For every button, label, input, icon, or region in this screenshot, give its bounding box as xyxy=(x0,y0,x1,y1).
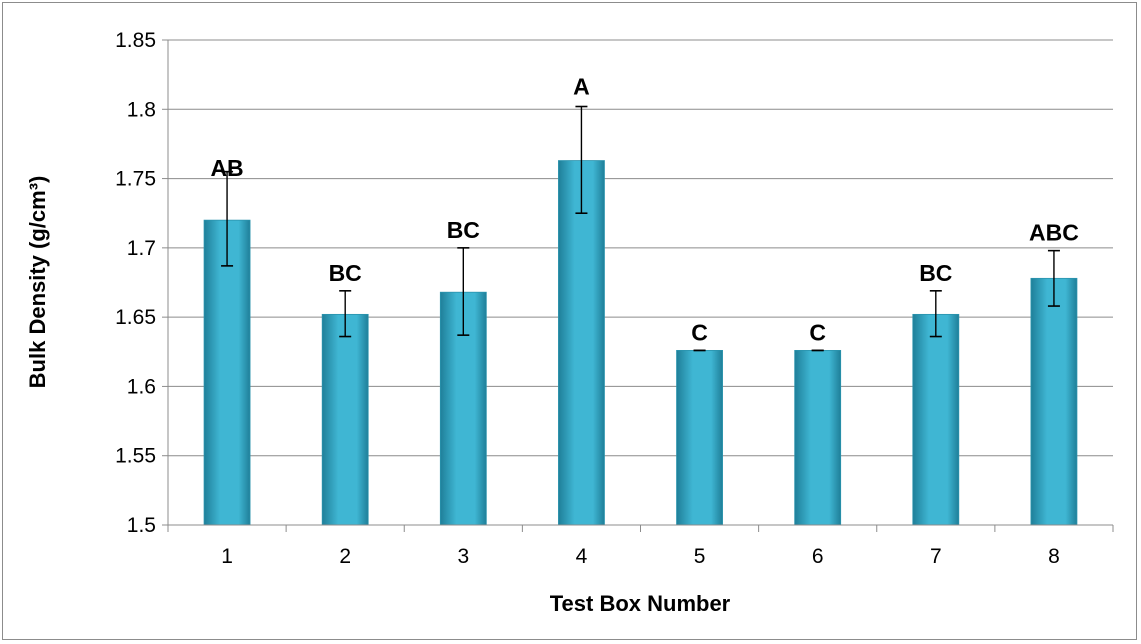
grid-lines xyxy=(168,39,1113,457)
significance-label: A xyxy=(573,74,590,100)
bar xyxy=(912,313,960,526)
y-tick-label: 1.75 xyxy=(115,168,156,191)
bar xyxy=(321,313,369,526)
significance-label: BC xyxy=(919,260,952,286)
significance-label: AB xyxy=(210,155,243,181)
y-axis-title: Bulk Density (g/cm³) xyxy=(25,176,50,389)
significance-label: C xyxy=(809,319,826,345)
y-tick-label: 1.5 xyxy=(127,514,156,537)
x-tick-label: 3 xyxy=(457,545,469,568)
y-tick-label: 1.85 xyxy=(115,29,156,52)
labels: 1.5 1.55 1.6 1.65 1.7 1.75 1.8 1.85 1 AB 2 BC 3 BC 4 A 5… xyxy=(115,29,1079,568)
y-tick-label: 1.6 xyxy=(127,375,156,398)
x-tick-label: 1 xyxy=(221,545,233,568)
x-tick-label: 8 xyxy=(1048,545,1060,568)
significance-label: ABC xyxy=(1029,220,1079,246)
x-tick-label: 7 xyxy=(930,545,942,568)
axes xyxy=(162,39,1114,532)
y-tick-label: 1.65 xyxy=(115,306,156,329)
bar xyxy=(794,349,842,526)
bar xyxy=(676,349,723,526)
bar xyxy=(203,219,251,526)
x-tick-label: 4 xyxy=(576,545,588,568)
x-tick-label: 2 xyxy=(339,545,351,568)
significance-label: BC xyxy=(329,260,362,286)
y-tick-label: 1.8 xyxy=(127,98,156,121)
x-tick-label: 5 xyxy=(694,545,706,568)
x-tick-label: 6 xyxy=(812,545,824,568)
significance-label: C xyxy=(691,319,708,345)
y-tick-label: 1.55 xyxy=(115,445,156,468)
y-tick-label: 1.7 xyxy=(127,237,156,260)
x-axis-title: Test Box Number xyxy=(550,591,731,616)
bars xyxy=(203,160,1078,526)
bar xyxy=(1030,277,1078,526)
significance-label: BC xyxy=(447,217,480,243)
error-bars xyxy=(221,105,1060,352)
bar xyxy=(558,160,605,526)
